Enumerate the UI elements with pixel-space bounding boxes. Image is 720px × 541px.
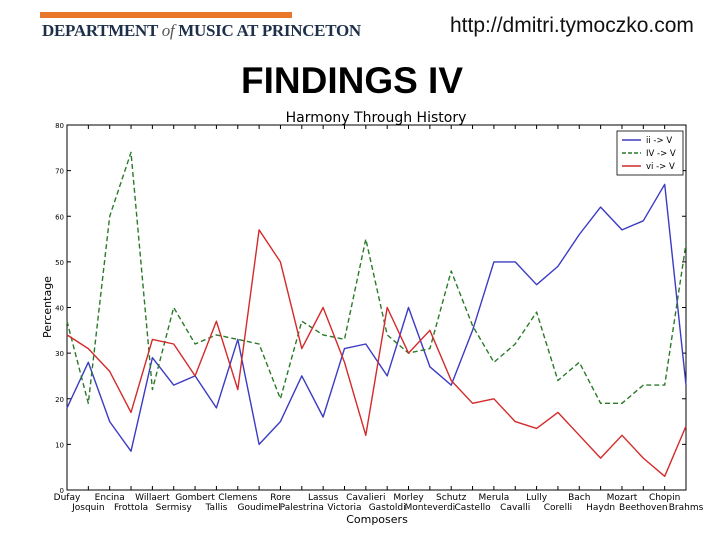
- x-tick-label: Frottola: [114, 503, 148, 513]
- plot-frame: [66, 124, 687, 491]
- legend-label: ii -> V: [646, 136, 672, 146]
- x-tick-label: Gastoldi: [369, 503, 406, 513]
- series-group: [66, 151, 687, 477]
- y-tick-label: 70: [55, 168, 64, 176]
- series-line-2: [66, 151, 687, 404]
- x-tick-label: Sermisy: [156, 503, 193, 513]
- slide-title: FINDINGS IV: [241, 60, 464, 101]
- x-tick-label: Dufay: [54, 493, 81, 503]
- x-tick-label: Beethoven: [619, 503, 668, 513]
- y-tick-label: 40: [55, 305, 64, 313]
- x-tick-label: Corelli: [544, 503, 572, 513]
- legend-label: vi -> V: [646, 162, 675, 172]
- x-tick-label: Gombert: [175, 493, 215, 503]
- x-tick-label: Mozart: [607, 493, 638, 503]
- x-tick-label: Goudimel: [238, 503, 281, 513]
- x-tick-label: Merula: [479, 493, 510, 503]
- legend-label: IV -> V: [646, 149, 676, 159]
- x-tick-label: Lassus: [308, 493, 339, 503]
- y-axis: 0 10 20 30 40 50 60 70 80: [55, 122, 686, 495]
- y-tick-label: 0: [60, 487, 64, 495]
- x-tick-label: Morley: [393, 493, 424, 503]
- y-tick-label: 80: [55, 122, 64, 130]
- x-tick-label: Clemens: [218, 493, 257, 503]
- x-tick-label: Chopin: [649, 493, 680, 503]
- logo-part1: DEPARTMENT: [42, 21, 158, 40]
- y-tick-label: 50: [55, 259, 64, 267]
- series-line-1: [66, 183, 687, 452]
- y-tick-label: 20: [55, 396, 64, 404]
- x-axis: DufayJosquinEncinaFrottolaWillaertSermis…: [54, 125, 704, 513]
- x-tick-label: Victoria: [327, 503, 361, 513]
- chart-title: Harmony Through History: [286, 110, 467, 126]
- logo-bar: [40, 12, 292, 18]
- y-tick-label: 60: [55, 213, 64, 221]
- chart-container: Harmony Through History 0 10 20 30 40 50 60 70 8…: [0, 100, 720, 536]
- x-tick-label: Schutz: [436, 493, 467, 503]
- x-axis-label: Composers: [346, 513, 408, 526]
- x-tick-label: Encina: [95, 493, 125, 503]
- x-tick-label: Bach: [568, 493, 590, 503]
- x-tick-label: Tallis: [205, 503, 228, 513]
- x-tick-label: Rore: [270, 493, 291, 503]
- y-axis-label: Percentage: [41, 276, 54, 338]
- chart-legend: ii -> V IV -> V vi -> V: [616, 130, 684, 176]
- x-tick-label: Monteverdi: [405, 503, 456, 513]
- header-url[interactable]: http://dmitri.tymoczko.com: [450, 14, 694, 37]
- x-tick-label: Palestrina: [280, 503, 324, 513]
- department-logo: DEPARTMENT of MUSIC AT PRINCETON: [40, 12, 361, 46]
- x-tick-label: Lully: [526, 493, 548, 503]
- line-chart: Harmony Through History 0 10 20 30 40 50 60 70 8…: [41, 110, 704, 526]
- x-tick-label: Cavalieri: [346, 493, 385, 503]
- series-line-3: [66, 229, 687, 477]
- x-tick-label: Castello: [455, 503, 492, 513]
- logo-text: DEPARTMENT of MUSIC AT PRINCETON: [42, 21, 361, 41]
- logo-part2: of: [161, 21, 175, 40]
- x-tick-label: Brahms: [669, 503, 704, 513]
- x-tick-label: Cavalli: [500, 503, 530, 513]
- x-tick-label: Josquin: [71, 503, 104, 513]
- y-tick-label: 30: [55, 350, 64, 358]
- y-tick-label: 10: [55, 441, 64, 449]
- logo-part3: MUSIC AT PRINCETON: [178, 21, 361, 40]
- x-tick-label: Haydn: [586, 503, 615, 513]
- x-tick-label: Willaert: [135, 493, 170, 503]
